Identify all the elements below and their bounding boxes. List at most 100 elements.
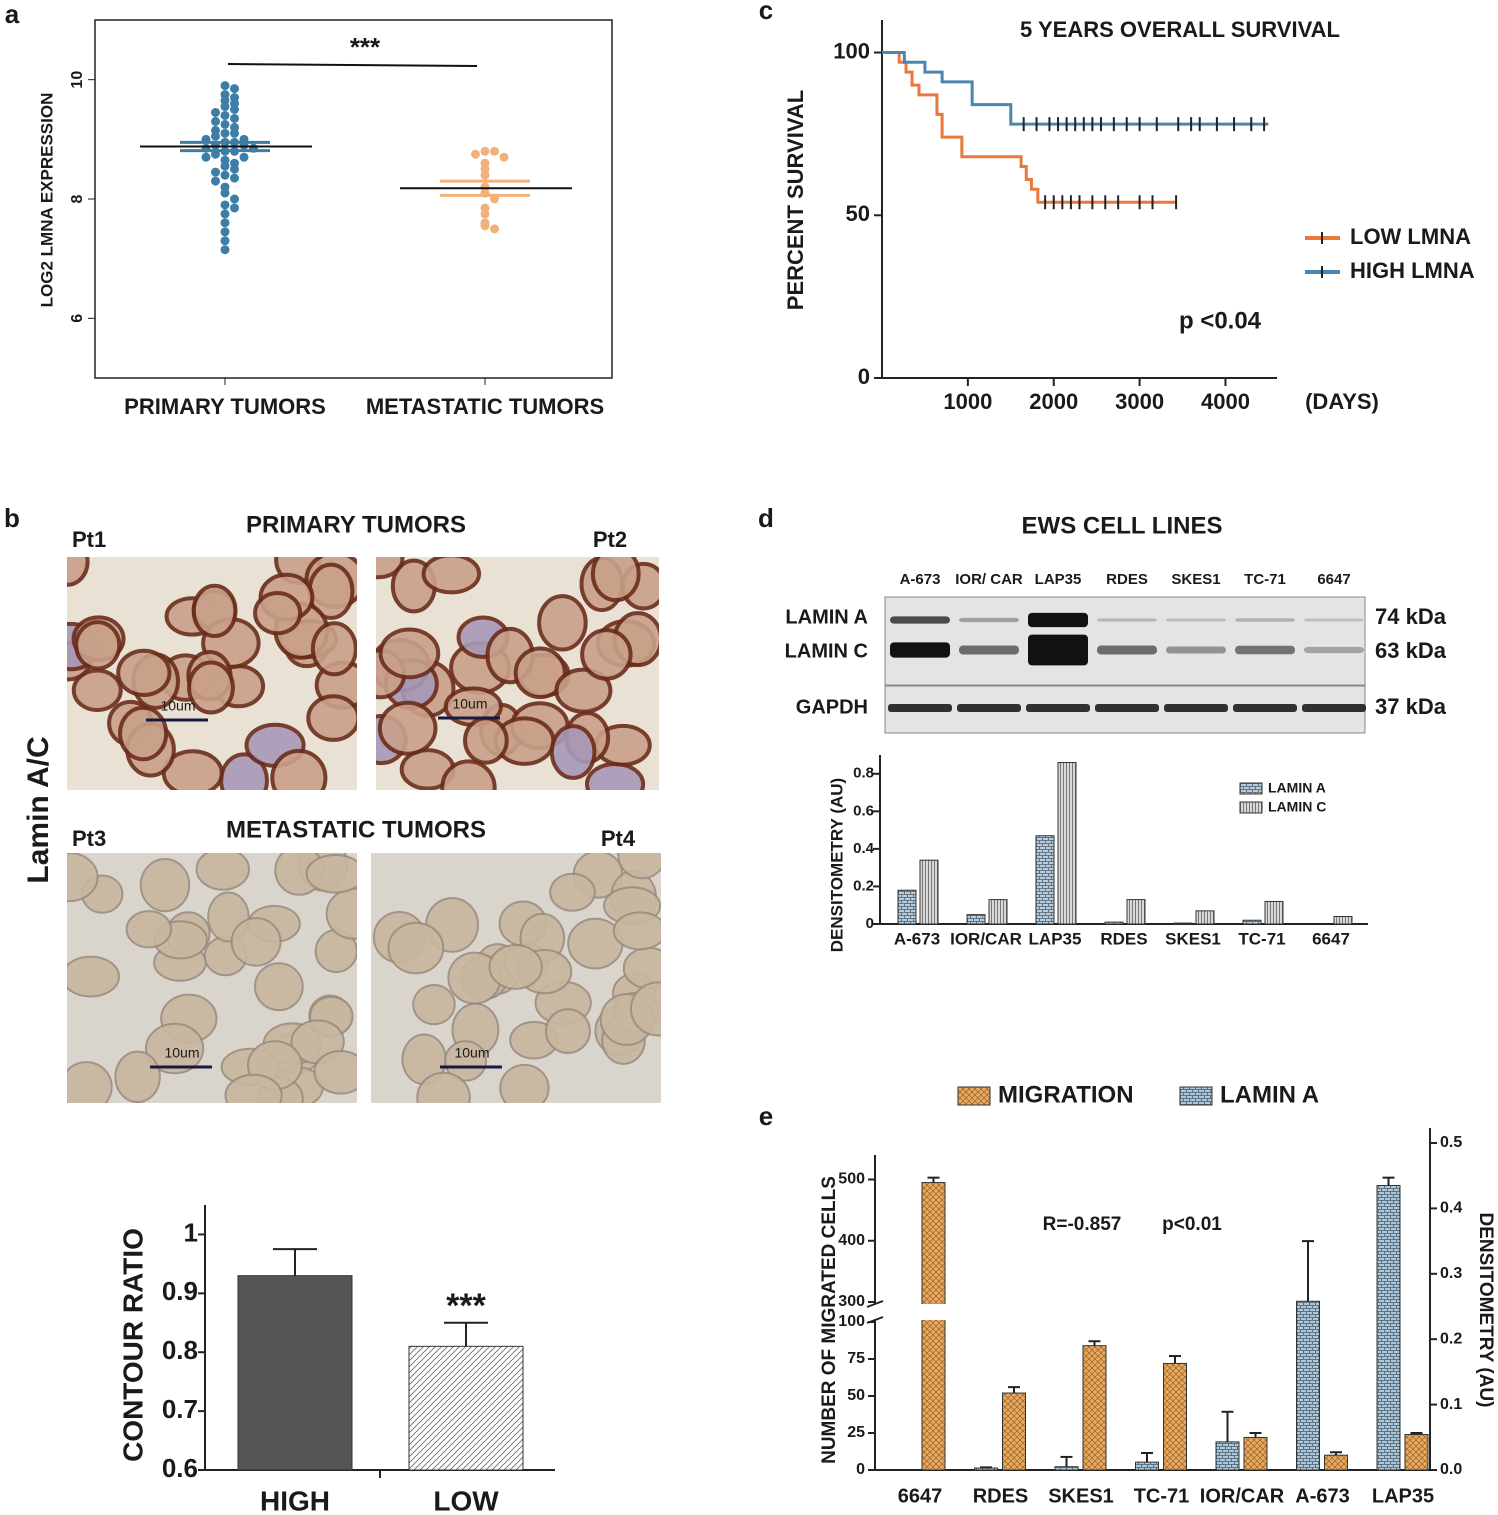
panel-label: c — [759, 0, 773, 25]
x-tick-label: 3000 — [1115, 389, 1164, 414]
y-tick-label: 0 — [856, 1461, 865, 1478]
y-tick-label: 10 — [69, 71, 86, 89]
cell — [67, 955, 120, 998]
cell — [67, 1061, 113, 1103]
data-point — [211, 167, 220, 177]
legend-label: LAMIN C — [1268, 799, 1326, 815]
bar-break — [920, 1304, 947, 1320]
patient-label: Pt3 — [72, 826, 106, 851]
data-point — [230, 105, 239, 114]
scale-label: 10um — [164, 1045, 199, 1061]
cell — [270, 748, 328, 790]
x-axis-label: (DAYS) — [1305, 389, 1379, 414]
data-point — [220, 245, 230, 255]
x-tick-label: SKES1 — [1165, 929, 1221, 948]
data-point — [480, 209, 490, 219]
cell — [463, 716, 509, 765]
cell — [584, 762, 646, 790]
data-point — [220, 218, 230, 228]
data-point — [230, 113, 239, 123]
cell — [377, 700, 438, 756]
cell — [310, 621, 357, 677]
data-point — [220, 170, 230, 180]
cell — [440, 759, 497, 790]
micrograph — [67, 557, 357, 790]
panel-label: d — [758, 503, 774, 533]
cell — [224, 1073, 283, 1103]
chart-title: 5 YEARS OVERALL SURVIVAL — [1020, 17, 1340, 42]
y2-tick-label: 0.2 — [1440, 1330, 1462, 1347]
blot-band — [1166, 618, 1226, 622]
data-point — [211, 116, 220, 126]
bar — [1173, 922, 1193, 925]
data-point — [220, 102, 230, 112]
blot-band — [1304, 618, 1364, 622]
bar — [1243, 1436, 1268, 1471]
x-tick-label: SKES1 — [1048, 1485, 1114, 1507]
blot-size-label: 74 kDa — [1375, 604, 1447, 629]
cell — [125, 910, 173, 949]
x-tick-label: 6647 — [898, 1485, 943, 1507]
cell — [590, 557, 641, 603]
survival-curve — [882, 51, 1177, 204]
bar — [408, 1345, 524, 1471]
cell — [195, 853, 250, 891]
legend-label: HIGH LMNA — [1350, 258, 1475, 283]
bar — [966, 914, 986, 925]
stain-label: Lamin A/C — [22, 736, 55, 883]
x-tick-label: RDES — [1100, 929, 1147, 948]
data-point — [480, 221, 490, 231]
blot-band — [959, 617, 1019, 623]
blot-band — [1097, 618, 1157, 622]
bar — [1054, 1466, 1079, 1471]
cell — [554, 667, 613, 714]
blot-band — [890, 642, 950, 658]
x-tick-label: METASTATIC TUMORS — [366, 394, 604, 419]
lane-label: LAP35 — [1035, 571, 1082, 588]
cell — [187, 660, 235, 715]
data-point — [220, 128, 230, 138]
y-tick-label: 0.4 — [853, 840, 875, 857]
blot-band — [1166, 646, 1226, 654]
y-tick-label: 100 — [838, 1313, 865, 1330]
x-tick-label: TC-71 — [1238, 929, 1285, 948]
data-point — [220, 161, 230, 171]
y2-tick-label: 0.0 — [1440, 1461, 1462, 1478]
y-tick-label: 0.9 — [162, 1276, 198, 1306]
cell — [387, 921, 445, 975]
blot-band — [1235, 645, 1295, 655]
bar — [1215, 1441, 1240, 1471]
axis-break-mark — [866, 1300, 884, 1308]
bar — [1126, 899, 1146, 925]
x-tick-label: IOR/CAR — [1200, 1485, 1285, 1507]
y-tick-label: 25 — [847, 1424, 865, 1441]
legend-label: LOW LMNA — [1350, 224, 1471, 249]
micrograph — [376, 557, 659, 790]
y2-tick-label: 0.5 — [1440, 1134, 1462, 1151]
x-tick-label: 6647 — [1312, 929, 1350, 948]
y-axis-label: LOG2 LMNA EXPRESSION — [37, 93, 56, 308]
bar — [1264, 900, 1284, 925]
cell — [139, 858, 191, 913]
significance-line — [227, 63, 478, 67]
data-point — [220, 236, 230, 246]
y-axis-label: DENSITOMETRY (AU) — [827, 778, 846, 952]
cell — [116, 648, 172, 697]
cell — [378, 627, 441, 680]
cell — [191, 583, 238, 639]
primary-title: PRIMARY TUMORS — [246, 511, 466, 538]
panel-label: a — [5, 0, 20, 29]
x-tick-label: LOW — [433, 1485, 499, 1515]
y-tick-label: 400 — [838, 1232, 865, 1249]
y-tick-label: 75 — [847, 1350, 865, 1367]
cell — [67, 853, 99, 903]
y2-axis-label: DENSITOMETRY (AU) — [1475, 1213, 1496, 1408]
micrograph — [371, 853, 661, 1103]
data-point — [230, 194, 239, 204]
panel-label: e — [759, 1101, 773, 1131]
data-point — [220, 209, 230, 219]
y-tick-label: 50 — [847, 1387, 865, 1404]
x-tick-label: A-673 — [894, 929, 940, 948]
metastatic-title: METASTATIC TUMORS — [226, 816, 486, 843]
bar — [921, 1182, 946, 1471]
